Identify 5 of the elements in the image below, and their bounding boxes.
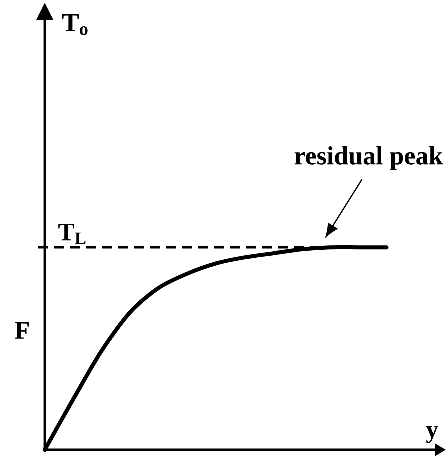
x-axis-title: y — [426, 426, 438, 444]
ref-line-label: T$_{L}$ — [58, 224, 86, 244]
text: T$_{o}$ — [62, 14, 88, 36]
text: residual peak — [294, 146, 444, 170]
y-axis-title: F — [15, 322, 29, 339]
